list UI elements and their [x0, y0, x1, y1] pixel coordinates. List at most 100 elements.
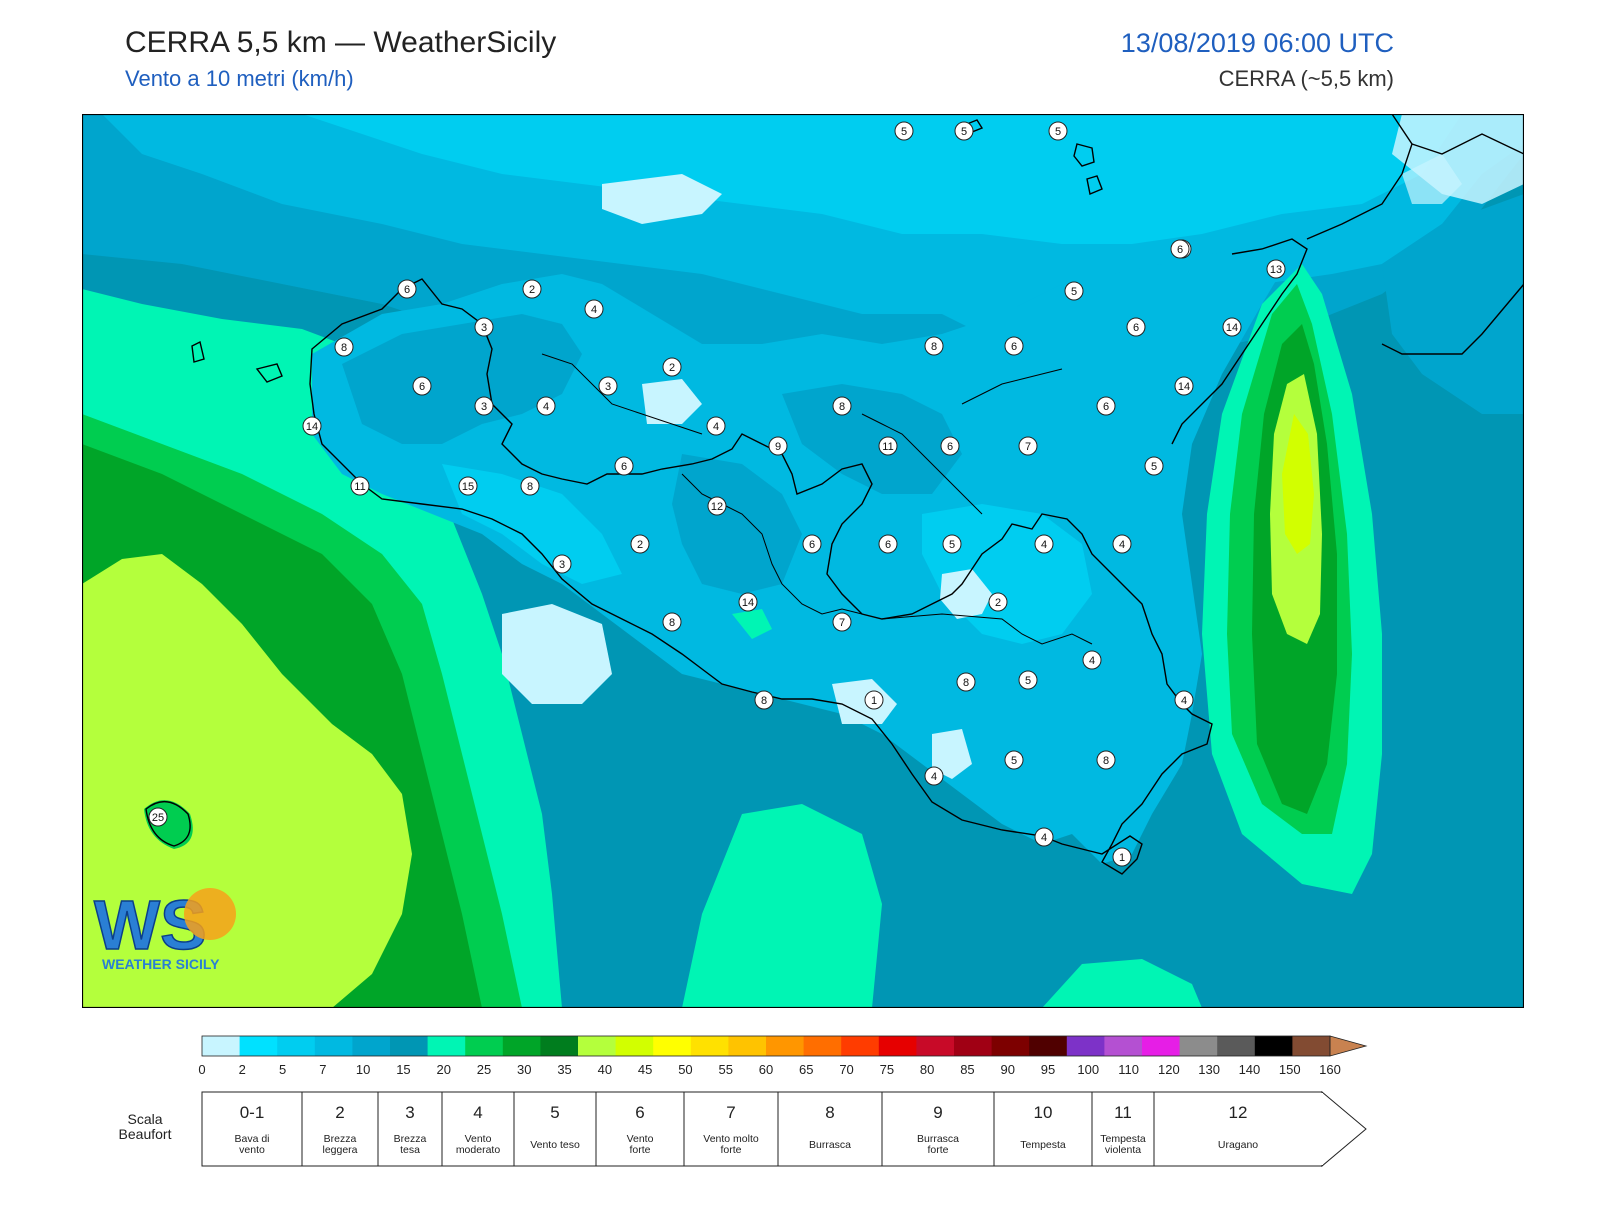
station-marker: 1	[1112, 847, 1132, 867]
island-outline	[1086, 175, 1103, 195]
station-marker: 4	[536, 396, 556, 416]
colorbar-tick-label: 65	[799, 1062, 813, 1077]
station-marker: 14	[302, 416, 322, 436]
station-marker: 11	[878, 436, 898, 456]
station-value: 3	[559, 559, 565, 571]
station-value: 8	[527, 481, 533, 493]
colorbar-tick-label: 85	[960, 1062, 974, 1077]
beaufort-number: 2	[335, 1103, 344, 1122]
station-value: 6	[947, 441, 953, 453]
colorbar-swatch	[728, 1036, 767, 1056]
wind-map[interactable]: 6 2 4 3 8 6 3 4 3 2 4 14 11 15 8 6 12 9 8 11 6 7 5 5 6 8 5 6 5 14 14 6 1…	[82, 114, 1524, 1008]
wind-zone	[502, 604, 612, 704]
colorbar-tick-label: 15	[396, 1062, 410, 1077]
station-value: 4	[713, 421, 719, 433]
colorbar-tick-label: 160	[1319, 1062, 1341, 1077]
colorbar-tick-label: 45	[638, 1062, 652, 1077]
calabria-coastline	[1381, 283, 1524, 355]
calabria-coastline	[1171, 238, 1308, 445]
wind-zone	[342, 314, 582, 444]
colorbar-swatch	[954, 1036, 993, 1056]
station-value: 4	[591, 304, 597, 316]
colorbar-swatch	[578, 1036, 617, 1056]
station-marker: 8	[520, 476, 540, 496]
colorbar-swatch	[1142, 1036, 1181, 1056]
station-marker: 12	[707, 496, 727, 516]
colorbar-tick-label: 70	[839, 1062, 853, 1077]
station-marker: 8	[334, 337, 354, 357]
pantelleria-outline	[145, 801, 191, 847]
wind-zone	[940, 569, 992, 619]
station-value: 5	[949, 539, 955, 551]
beaufort-number: 12	[1229, 1103, 1248, 1122]
station-marker: 6	[802, 534, 822, 554]
province-border	[861, 413, 983, 515]
station-marker: 8	[662, 612, 682, 632]
wind-zone	[642, 379, 702, 424]
wind-zone	[1392, 114, 1524, 204]
station-marker: 11	[350, 476, 370, 496]
wind-zone	[302, 114, 1462, 244]
station-value: 2	[637, 539, 643, 551]
island-outline	[191, 340, 205, 363]
colorbar-tick-label: 130	[1198, 1062, 1220, 1077]
island-outline	[1073, 143, 1095, 167]
station-value: 8	[341, 342, 347, 354]
station-marker: 15	[458, 476, 478, 496]
logo-sun-icon	[184, 888, 236, 940]
colorbar-swatch	[653, 1036, 692, 1056]
station-value: 5	[961, 126, 967, 138]
colorbar-swatch	[1292, 1036, 1331, 1056]
colorbar-tick-label: 50	[678, 1062, 692, 1077]
station-value: 6	[404, 284, 410, 296]
wind-zone	[442, 464, 622, 584]
colorbar-swatch	[427, 1036, 466, 1056]
beaufort-class: 7 Vento molto forte	[683, 1091, 779, 1167]
map-frame	[82, 114, 1524, 1008]
station-value: 6	[1103, 401, 1109, 413]
station-marker: 6	[1004, 336, 1024, 356]
station-marker: 2	[988, 592, 1008, 612]
station-value: 9	[775, 441, 781, 453]
station-value: 14	[306, 421, 318, 433]
station-value: 6	[419, 381, 425, 393]
station-value: 8	[931, 341, 937, 353]
station-marker: 6	[614, 456, 634, 476]
beaufort-arrow	[1321, 1090, 1367, 1168]
station-value: 25	[152, 812, 164, 824]
station-marker: 14	[1174, 376, 1194, 396]
beaufort-number: 9	[933, 1103, 942, 1122]
beaufort-description: Vento molto forte	[703, 1133, 759, 1156]
station-marker: 6	[878, 534, 898, 554]
beaufort-description: Bava di vento	[234, 1133, 269, 1156]
colorbar-tick-label: 2	[239, 1062, 246, 1077]
model-name: CERRA (~5,5 km)	[1218, 66, 1394, 91]
calabria-coastline	[1306, 114, 1413, 240]
colorbar-tick-label: 40	[598, 1062, 612, 1077]
station-value: 1	[871, 695, 877, 707]
colorbar-swatch	[1179, 1036, 1218, 1056]
station-marker: 5	[942, 534, 962, 554]
station-marker: 5	[1004, 750, 1024, 770]
beaufort-number: 10	[1034, 1103, 1053, 1122]
wind-zone	[82, 554, 412, 1008]
station-marker: 5	[894, 121, 914, 141]
station-value: 8	[963, 677, 969, 689]
station-marker: 3	[474, 317, 494, 337]
station-value: 6	[621, 461, 627, 473]
station-value: 6	[809, 539, 815, 551]
station-marker: 14	[738, 592, 758, 612]
beaufort-description: Vento forte	[627, 1133, 654, 1156]
station-marker: 4	[1082, 650, 1102, 670]
station-marker: 3	[474, 396, 494, 416]
colorbar-swatch	[540, 1036, 579, 1056]
wind-zone	[932, 729, 972, 779]
station-value: 11	[882, 441, 893, 453]
station-value: 5	[1055, 126, 1061, 138]
station-marker: 8	[956, 672, 976, 692]
colorbar-tick-label: 75	[880, 1062, 894, 1077]
station-value: 2	[529, 284, 535, 296]
legend-area: 0 2 5 7 10 15 20 25 30 35 40 45 50 55 60 65 70 75 80 85 90 95…	[0, 1030, 1600, 1200]
